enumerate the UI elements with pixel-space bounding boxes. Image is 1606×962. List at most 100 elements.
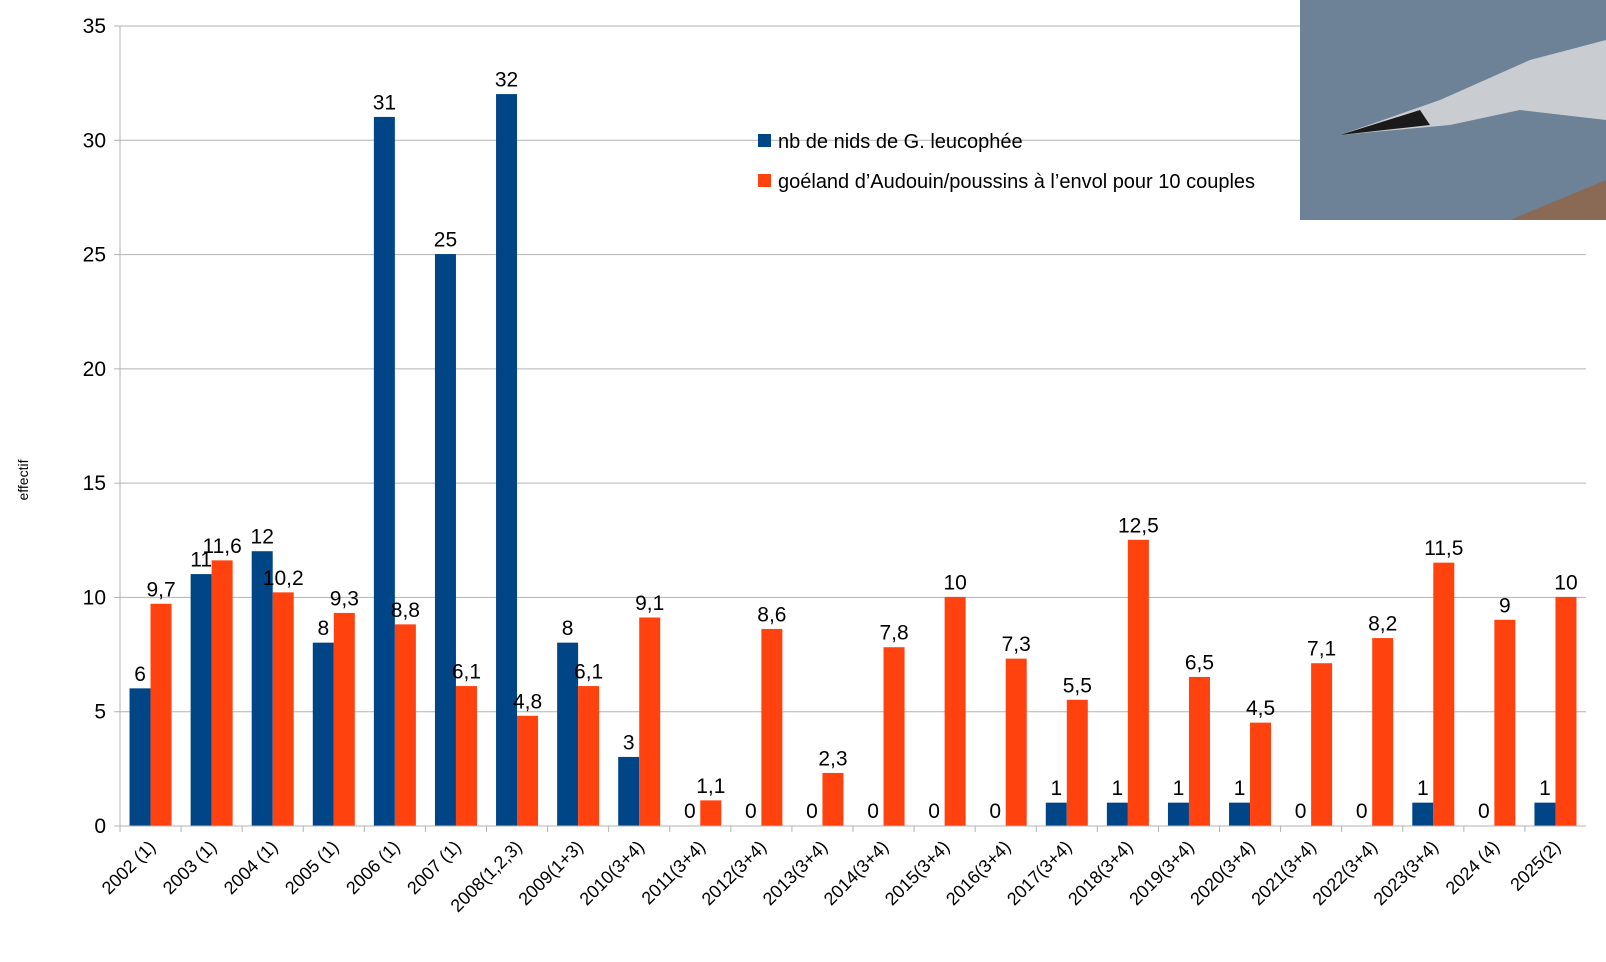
- x-tick-label: 2022(3+4): [1309, 837, 1382, 910]
- x-tick-label: 2011(3+4): [638, 837, 710, 909]
- bar: [1005, 658, 1027, 827]
- bar: [1188, 676, 1210, 827]
- bar: [618, 756, 640, 827]
- x-tick-label: 2009(1+3): [514, 837, 587, 910]
- legend-label: goéland d’Audouin/poussins à l’envol pou…: [778, 171, 1255, 193]
- legend-swatch: [758, 134, 771, 147]
- x-tick-label: 2012(3+4): [698, 837, 771, 910]
- data-label: 25: [434, 229, 457, 252]
- photo: [1300, 0, 1606, 220]
- data-label: 0: [806, 800, 818, 823]
- bar: [455, 686, 477, 827]
- y-tick-label: 0: [94, 815, 106, 838]
- data-label: 8,2: [1368, 613, 1397, 636]
- x-tick-label: 2006 (1): [342, 837, 404, 899]
- x-tick-label: 2004 (1): [220, 837, 282, 899]
- y-tick-label: 10: [83, 586, 106, 609]
- bar: [1311, 663, 1333, 827]
- data-label: 0: [928, 800, 940, 823]
- bar: [150, 603, 172, 827]
- x-tick-label: 2023(3+4): [1370, 837, 1443, 910]
- bar: [394, 624, 416, 827]
- data-label: 11: [190, 549, 212, 572]
- y-axis-label: effectif: [15, 459, 31, 500]
- bar: [517, 715, 539, 827]
- data-label: 0: [1356, 800, 1368, 823]
- data-label: 7,1: [1307, 638, 1336, 661]
- data-label: 10: [943, 571, 966, 594]
- y-tick-label: 5: [94, 701, 106, 724]
- bar: [1412, 802, 1434, 827]
- data-label: 11,6: [202, 535, 241, 558]
- data-label: 1: [1539, 777, 1551, 800]
- bar: [578, 686, 600, 827]
- data-label: 6,1: [574, 661, 603, 684]
- bar: [1372, 638, 1394, 827]
- bar: [639, 617, 661, 827]
- x-tick-label: 2025(2): [1506, 837, 1564, 895]
- data-label: 12,5: [1118, 514, 1159, 537]
- bar: [333, 612, 355, 827]
- x-tick-label: 2020(3+4): [1186, 837, 1259, 910]
- legend-label: nb de nids de G. leucophée: [778, 131, 1023, 153]
- data-label: 6,5: [1185, 651, 1214, 674]
- data-label: 10: [1554, 571, 1577, 594]
- bar: [373, 116, 395, 827]
- data-label: 32: [495, 69, 518, 92]
- bar: [1534, 802, 1556, 827]
- bar: [761, 628, 783, 827]
- bar: [944, 596, 966, 827]
- data-label: 9,3: [330, 587, 359, 610]
- data-label: 1: [1112, 777, 1124, 800]
- data-label: 2,3: [818, 747, 847, 770]
- bar: [1167, 802, 1189, 827]
- bar: [1127, 539, 1149, 827]
- data-label: 4,8: [513, 690, 542, 713]
- bar: [1066, 699, 1088, 827]
- bar: [251, 551, 273, 827]
- bar: [883, 647, 905, 827]
- data-label: 8: [562, 617, 574, 640]
- y-tick-label: 30: [83, 129, 106, 152]
- data-label: 8: [317, 617, 329, 640]
- data-label: 31: [373, 91, 396, 114]
- data-label: 1: [1417, 777, 1429, 800]
- data-label: 0: [867, 800, 879, 823]
- y-tick-label: 15: [83, 472, 106, 495]
- data-label: 5,5: [1063, 674, 1092, 697]
- bar: [1229, 802, 1251, 827]
- x-tick-label: 2024 (4): [1442, 837, 1504, 899]
- bar: [129, 688, 151, 827]
- x-tick-label: 2014(3+4): [820, 837, 893, 910]
- data-label: 1: [1173, 777, 1185, 800]
- data-label: 9,7: [146, 578, 175, 601]
- data-label: 9: [1499, 594, 1511, 617]
- x-tick-label: 2013(3+4): [759, 837, 832, 910]
- bar: [312, 642, 334, 827]
- x-tick-label: 2005 (1): [281, 837, 343, 899]
- y-tick-label: 35: [83, 15, 106, 38]
- legend-swatch: [758, 174, 771, 187]
- data-label: 11,5: [1424, 537, 1463, 560]
- x-tick-label: 2018(3+4): [1064, 837, 1137, 910]
- bar: [1045, 802, 1067, 827]
- data-label: 7,8: [879, 622, 908, 645]
- bar: [700, 800, 722, 827]
- bar: [434, 254, 456, 827]
- bar: [496, 94, 518, 827]
- data-label: 3: [623, 731, 635, 754]
- data-label: 0: [1478, 800, 1490, 823]
- data-label: 10,2: [263, 567, 304, 590]
- data-label: 8,8: [391, 599, 420, 622]
- data-label: 0: [1295, 800, 1307, 823]
- data-label: 0: [745, 800, 757, 823]
- x-tick-label: 2015(3+4): [881, 837, 954, 910]
- data-label: 9,1: [635, 592, 664, 615]
- data-label: 6: [134, 663, 146, 686]
- data-label: 1: [1050, 777, 1062, 800]
- bar: [211, 560, 233, 827]
- x-tick-label: 2002 (1): [98, 837, 160, 899]
- x-tick-label: 2003 (1): [159, 837, 221, 899]
